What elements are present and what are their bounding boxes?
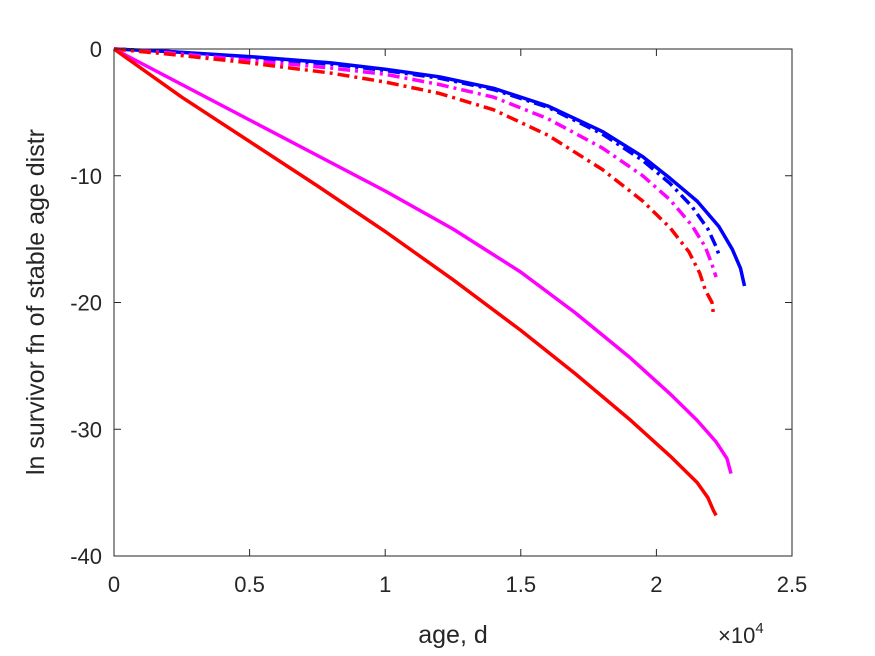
x-axis-label: age, d — [418, 621, 488, 649]
y-tick-label-4: -40 — [70, 544, 102, 569]
series-line-5 — [112, 47, 718, 517]
series-line-4 — [113, 47, 733, 475]
x-tick-label-1: 0.5 — [234, 572, 265, 597]
x-tick-label-4: 2 — [650, 572, 662, 597]
x-exponent-base: ×10 — [718, 623, 755, 648]
ticks-layer: 0 0.5 1 1.5 2 2.5 0 -10 -20 -30 -40 — [70, 37, 807, 597]
y-tick-label-3: -30 — [70, 417, 102, 442]
series-line-3 — [113, 47, 716, 315]
x-tick-label-0: 0 — [108, 572, 120, 597]
y-tick-label-1: -10 — [70, 164, 102, 189]
x-tick-label-2: 1 — [379, 572, 391, 597]
series-line-1 — [113, 47, 722, 259]
plot-area — [114, 49, 792, 556]
y-axis-label: ln survivor fn of stable age distr — [22, 129, 50, 475]
x-tick-label-5: 2.5 — [777, 572, 808, 597]
x-tick-label-3: 1.5 — [506, 572, 537, 597]
y-tick-label-2: -20 — [70, 291, 102, 316]
x-exponent-power: 4 — [755, 620, 763, 637]
x-exponent-label: ×104 — [718, 620, 764, 648]
series-layer — [112, 47, 747, 517]
y-tick-label-0: 0 — [90, 37, 102, 62]
